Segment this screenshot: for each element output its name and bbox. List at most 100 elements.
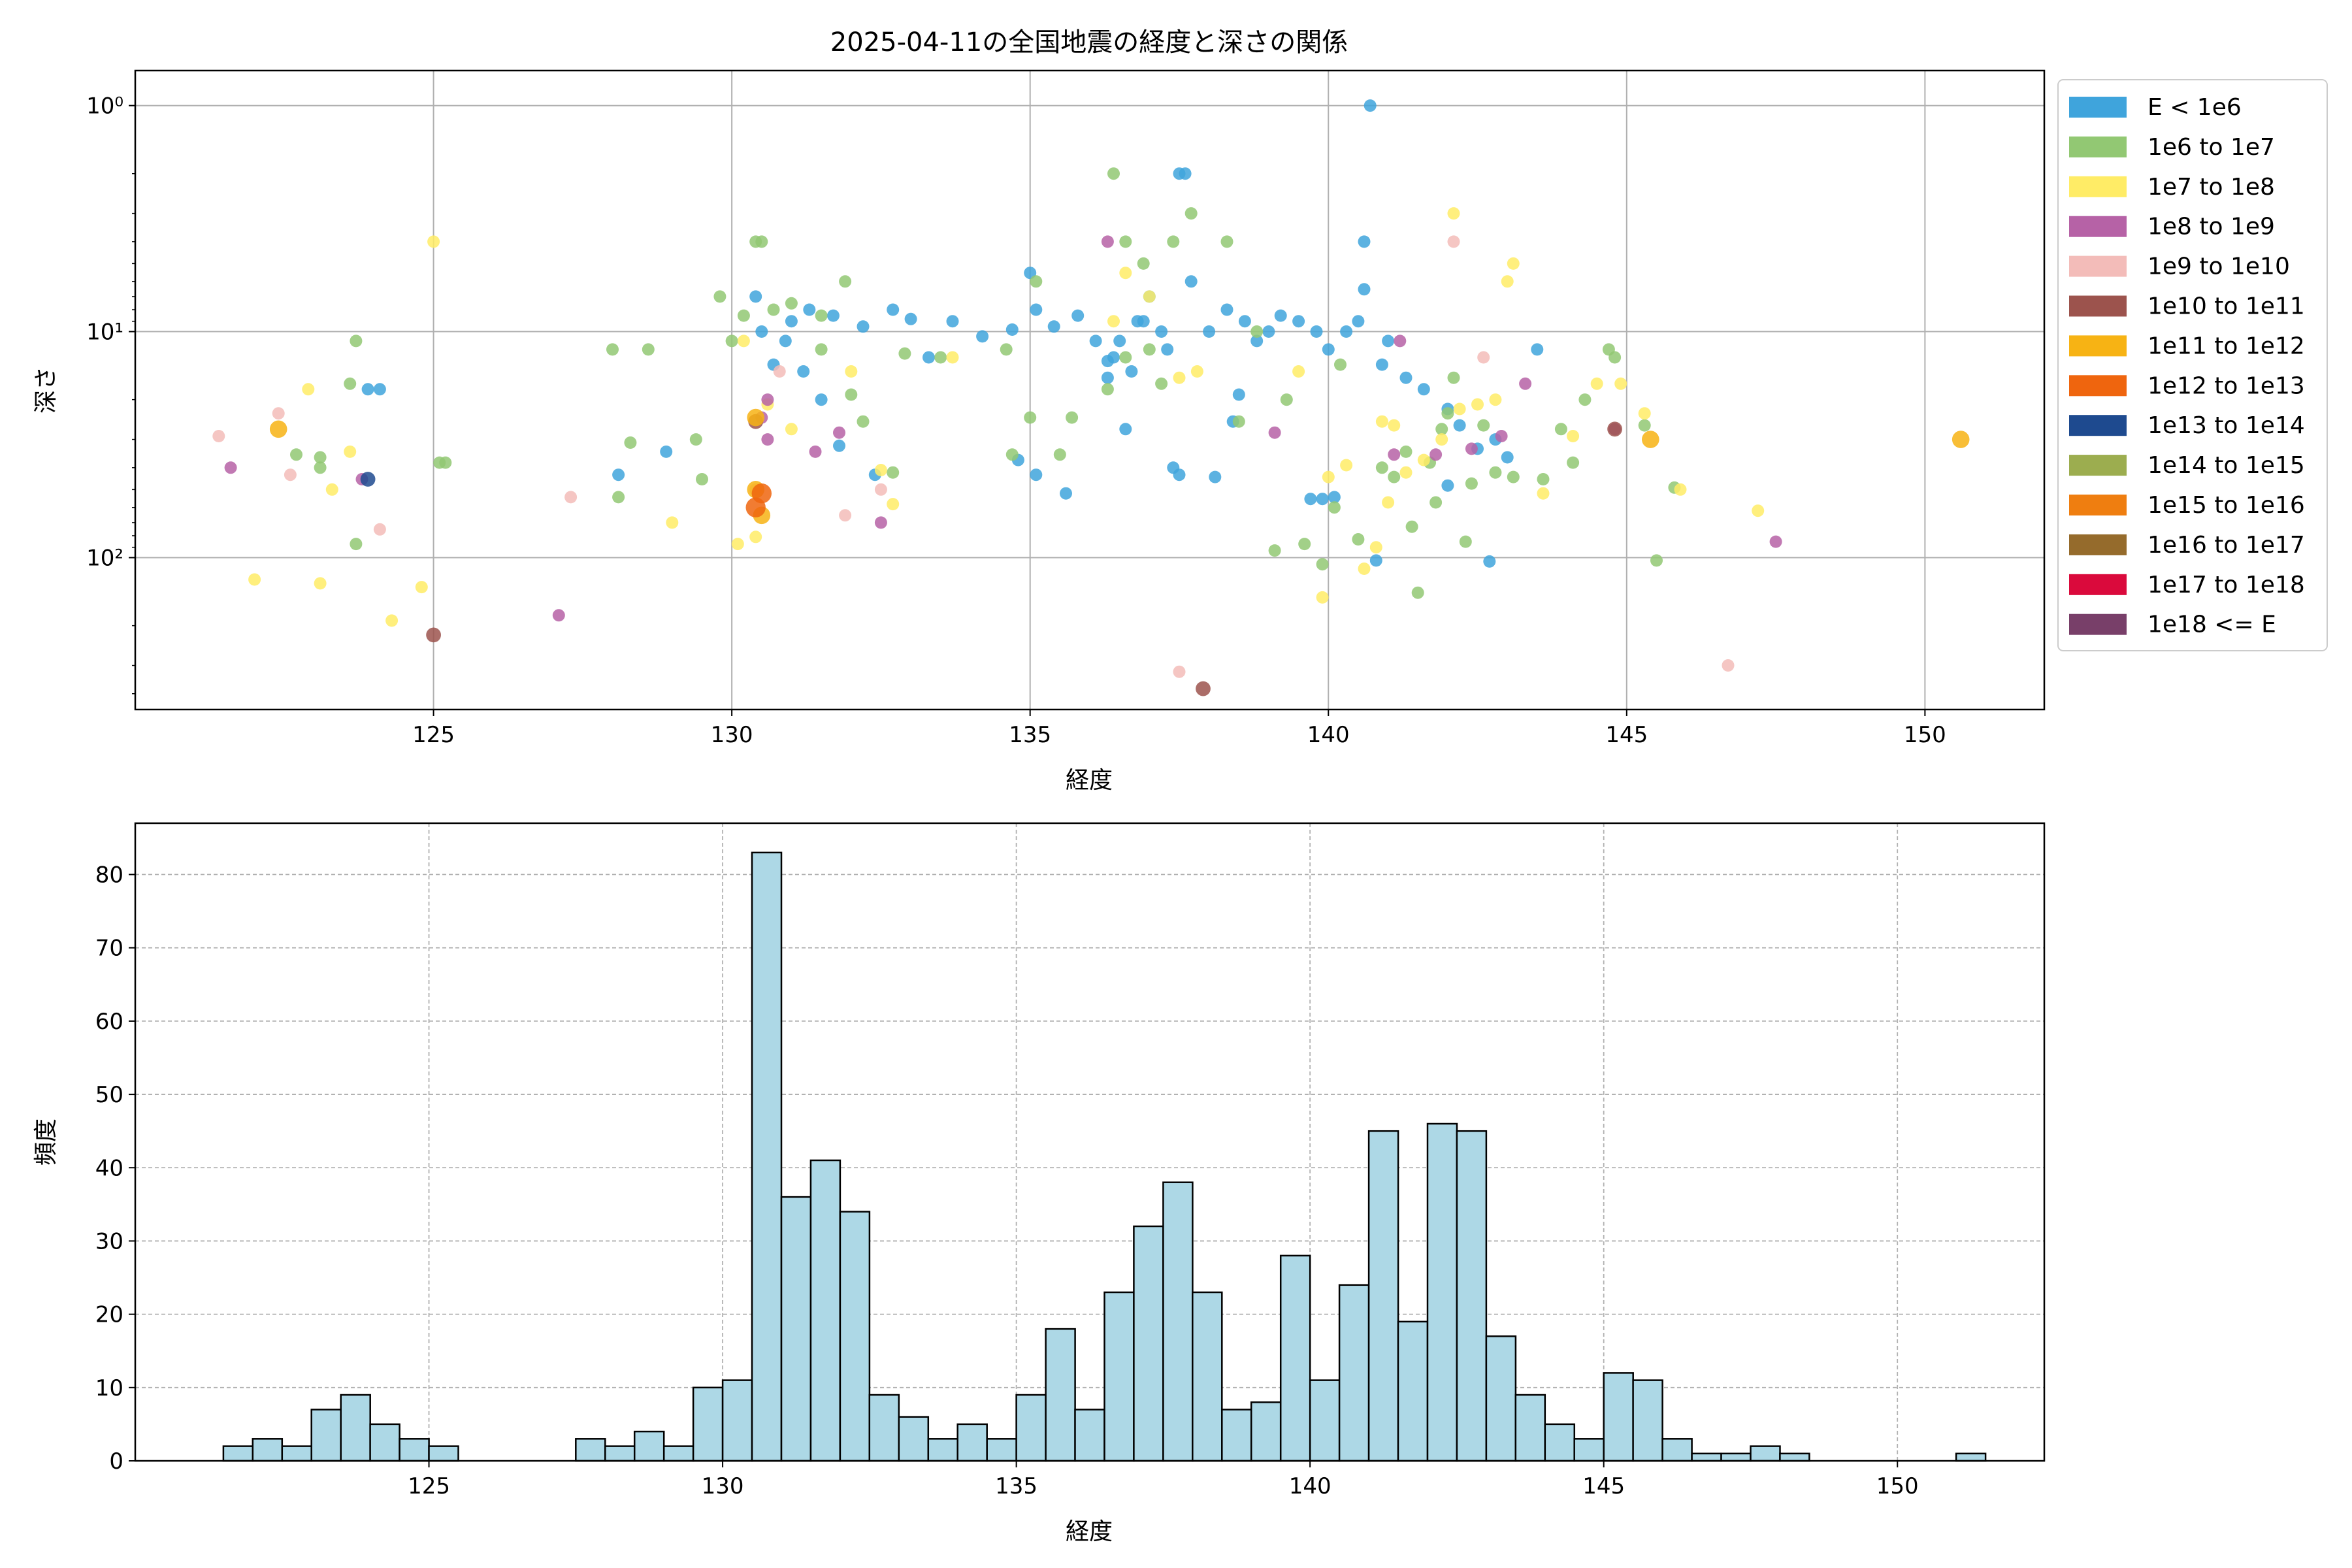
scatter-point: [1137, 315, 1150, 328]
scatter-point: [361, 383, 374, 396]
scatter-point: [373, 383, 386, 396]
scatter-point: [1352, 533, 1365, 546]
scatter-point: [904, 312, 917, 325]
scatter-point: [314, 461, 327, 474]
scatter-point: [857, 320, 870, 333]
scatter-point: [1107, 167, 1120, 180]
histogram-y-tick-label: 20: [95, 1302, 123, 1328]
histogram-bar: [575, 1438, 606, 1462]
scatter-point: [839, 509, 852, 522]
scatter-point: [1268, 426, 1281, 439]
scatter-point: [1607, 421, 1623, 437]
scatter-point: [761, 433, 774, 446]
scatter-point: [1155, 325, 1168, 338]
histogram-bar: [1338, 1284, 1370, 1462]
legend-swatch: [2069, 495, 2127, 515]
legend-swatch: [2069, 295, 2127, 317]
legend-label: 1e8 to 1e9: [2148, 214, 2275, 240]
histogram-y-tick-label: 30: [95, 1228, 123, 1254]
scatter-point: [1238, 315, 1251, 328]
scatter-point: [1071, 309, 1085, 322]
legend-swatch: [2069, 613, 2127, 635]
legend-swatch: [2069, 335, 2127, 357]
scatter-point: [1292, 315, 1305, 328]
scatter-point: [1489, 393, 1502, 406]
histogram-bar: [1456, 1130, 1488, 1462]
scatter-y-tick-label: 10¹: [86, 319, 123, 346]
scatter-point: [325, 483, 338, 496]
scatter-point: [1316, 558, 1329, 571]
scatter-point: [1429, 448, 1443, 461]
legend-swatch: [2069, 415, 2127, 436]
scatter-point: [1161, 343, 1174, 356]
histogram-bar: [310, 1409, 342, 1462]
scatter-point: [1203, 325, 1216, 338]
scatter-point: [1220, 235, 1233, 248]
scatter-point: [1304, 493, 1317, 506]
scatter-point: [1447, 235, 1460, 248]
scatter-point: [1471, 398, 1484, 411]
scatter-y-axis-label: 深さ: [33, 367, 59, 414]
scatter-point: [755, 235, 768, 248]
scatter-point: [1190, 365, 1203, 378]
scatter-point: [1143, 343, 1156, 356]
scatter-point: [1567, 430, 1580, 442]
histogram-bar: [1279, 1254, 1311, 1462]
scatter-plot-frame: [134, 69, 2046, 711]
scatter-point: [946, 315, 959, 328]
scatter-y-ticks: 10⁰ 10¹ 10²: [86, 93, 135, 694]
legend-swatch: [2069, 574, 2127, 595]
histogram-bar: [721, 1379, 753, 1462]
scatter-point: [1578, 393, 1592, 406]
scatter-point: [1369, 541, 1382, 554]
scatter-point: [696, 473, 708, 485]
scatter-point: [1119, 235, 1132, 248]
histogram-bar: [340, 1394, 371, 1462]
scatter-point: [612, 491, 625, 504]
scatter-x-tick-label: 130: [711, 722, 753, 748]
scatter-point: [1101, 383, 1114, 396]
histogram-bar: [1250, 1401, 1282, 1462]
histogram-bars: [222, 851, 1987, 1462]
histogram-bar: [1426, 1122, 1458, 1462]
legend-swatch: [2069, 97, 2127, 118]
scatter-point: [350, 538, 363, 551]
histogram-y-axis-label: 頻度: [33, 1119, 59, 1166]
histogram-bar: [633, 1430, 665, 1462]
scatter-point: [1417, 383, 1430, 396]
scatter-point: [839, 275, 852, 288]
legend-label: 1e14 to 1e15: [2148, 452, 2305, 479]
scatter-point: [1119, 351, 1132, 364]
scatter-point: [426, 627, 441, 643]
scatter-point: [1155, 377, 1168, 390]
scatter-point: [1000, 343, 1013, 356]
scatter-point: [946, 351, 959, 364]
histogram-bar: [1397, 1320, 1429, 1462]
histogram-bar: [1485, 1335, 1517, 1462]
scatter-point: [1388, 419, 1401, 432]
scatter-point: [1614, 377, 1627, 390]
scatter-point: [1537, 473, 1550, 485]
scatter-point: [212, 430, 225, 442]
scatter-point: [745, 497, 766, 517]
scatter-point: [1107, 315, 1120, 328]
scatter-point: [284, 468, 297, 482]
scatter-point: [1519, 377, 1532, 390]
scatter-point: [302, 383, 315, 396]
scatter-point: [785, 423, 798, 436]
scatter-point: [857, 415, 870, 428]
histogram-x-tick-label: 140: [1289, 1473, 1331, 1499]
scatter-point: [1113, 335, 1126, 348]
scatter-point: [1453, 419, 1466, 432]
scatter-point: [1334, 358, 1347, 371]
scatter-point: [1674, 483, 1687, 496]
scatter-point: [1119, 423, 1132, 436]
scatter-point: [1173, 468, 1186, 482]
histogram-x-tick-label: 150: [1876, 1473, 1919, 1499]
scatter-point: [1489, 466, 1502, 479]
scatter-point: [1638, 419, 1651, 432]
histogram-y-tick-label: 10: [95, 1375, 123, 1401]
scatter-point: [624, 436, 637, 449]
scatter-point: [1220, 303, 1233, 316]
scatter-point: [606, 343, 619, 356]
